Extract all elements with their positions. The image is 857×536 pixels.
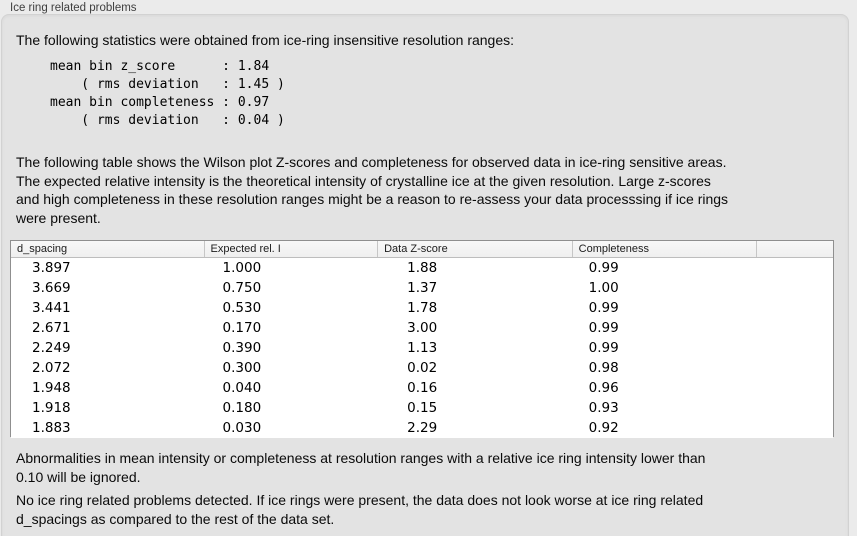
- ice-ring-table: d_spacing Expected rel. I Data Z-score C…: [10, 240, 834, 438]
- cell-completeness: 0.99: [588, 260, 619, 276]
- cell-data-z-score: 2.29: [407, 420, 438, 436]
- cell-completeness: 0.99: [588, 300, 619, 316]
- header-data-z-score[interactable]: Data Z-score: [377, 241, 572, 257]
- table-row[interactable]: 1.883 0.030 2.29 0.92: [11, 418, 833, 438]
- cell-d-spacing: 1.918: [32, 400, 71, 416]
- table-row[interactable]: 2.072 0.300 0.02 0.98: [11, 358, 833, 378]
- cell-completeness: 0.99: [588, 320, 619, 336]
- conclusion-text: No ice ring related problems detected. I…: [16, 492, 704, 527]
- cell-completeness: 0.98: [588, 360, 619, 376]
- cell-expected-rel-i: 0.390: [222, 340, 262, 356]
- cell-expected-rel-i: 0.040: [222, 380, 262, 396]
- cell-data-z-score: 0.15: [407, 400, 438, 416]
- cell-d-spacing: 3.669: [32, 280, 71, 296]
- cell-data-z-score: 1.88: [407, 260, 438, 276]
- table-description: The following table shows the Wilson plo…: [16, 154, 729, 226]
- cell-data-z-score: 3.00: [407, 320, 438, 336]
- cell-d-spacing: 1.948: [32, 380, 71, 396]
- cell-data-z-score: 1.13: [407, 340, 438, 356]
- cell-completeness: 0.93: [588, 400, 619, 416]
- stats-block: mean bin z_score : 1.84 ( rms deviation …: [50, 59, 285, 128]
- cell-expected-rel-i: 0.750: [222, 280, 262, 296]
- cell-data-z-score: 0.16: [407, 380, 438, 396]
- cell-filler: [756, 278, 833, 298]
- cell-expected-rel-i: 0.170: [222, 320, 262, 336]
- note-text: Abnormalities in mean intensity or compl…: [16, 450, 706, 485]
- cell-d-spacing: 2.671: [32, 320, 71, 336]
- table-row[interactable]: 2.671 0.170 3.00 0.99: [11, 318, 833, 338]
- cell-expected-rel-i: 0.180: [222, 400, 262, 416]
- cell-filler: [756, 258, 833, 278]
- table-row[interactable]: 3.897 1.000 1.88 0.99: [11, 258, 833, 278]
- cell-completeness: 0.92: [588, 420, 619, 436]
- table-row[interactable]: 3.669 0.750 1.37 1.00: [11, 278, 833, 298]
- cell-filler: [756, 298, 833, 318]
- cell-filler: [756, 358, 833, 378]
- cell-data-z-score: 0.02: [407, 360, 438, 376]
- cell-completeness: 1.00: [588, 280, 619, 296]
- cell-filler: [756, 318, 833, 338]
- cell-filler: [756, 338, 833, 358]
- table-row[interactable]: 3.441 0.530 1.78 0.99: [11, 298, 833, 318]
- cell-completeness: 0.99: [588, 340, 619, 356]
- cell-d-spacing: 1.883: [32, 420, 71, 436]
- cell-completeness: 0.96: [588, 380, 619, 396]
- header-d-spacing[interactable]: d_spacing: [17, 243, 68, 255]
- header-filler: [756, 241, 833, 257]
- header-expected-rel-i[interactable]: Expected rel. I: [203, 241, 378, 257]
- cell-d-spacing: 2.249: [32, 340, 71, 356]
- cell-filler: [756, 418, 833, 438]
- cell-filler: [756, 378, 833, 398]
- table-body: 3.897 1.000 1.88 0.99 3.669 0.750 1.37 1.00 3.44…: [11, 258, 833, 438]
- cell-expected-rel-i: 0.530: [222, 300, 262, 316]
- cell-data-z-score: 1.78: [407, 300, 438, 316]
- cell-data-z-score: 1.37: [407, 280, 438, 296]
- cell-d-spacing: 2.072: [32, 360, 71, 376]
- panel-title: Ice ring related problems: [10, 2, 137, 14]
- header-completeness[interactable]: Completeness: [571, 241, 757, 257]
- cell-expected-rel-i: 1.000: [222, 260, 262, 276]
- cell-d-spacing: 3.897: [32, 260, 71, 276]
- cell-expected-rel-i: 0.300: [222, 360, 262, 376]
- table-row[interactable]: 2.249 0.390 1.13 0.99: [11, 338, 833, 358]
- table-row[interactable]: 1.918 0.180 0.15 0.93: [11, 398, 833, 418]
- cell-expected-rel-i: 0.030: [222, 420, 262, 436]
- cell-filler: [756, 398, 833, 418]
- table-row[interactable]: 1.948 0.040 0.16 0.96: [11, 378, 833, 398]
- cell-d-spacing: 3.441: [32, 300, 71, 316]
- intro-text: The following statistics were obtained f…: [16, 32, 515, 48]
- table-header-row: d_spacing Expected rel. I Data Z-score C…: [11, 241, 833, 258]
